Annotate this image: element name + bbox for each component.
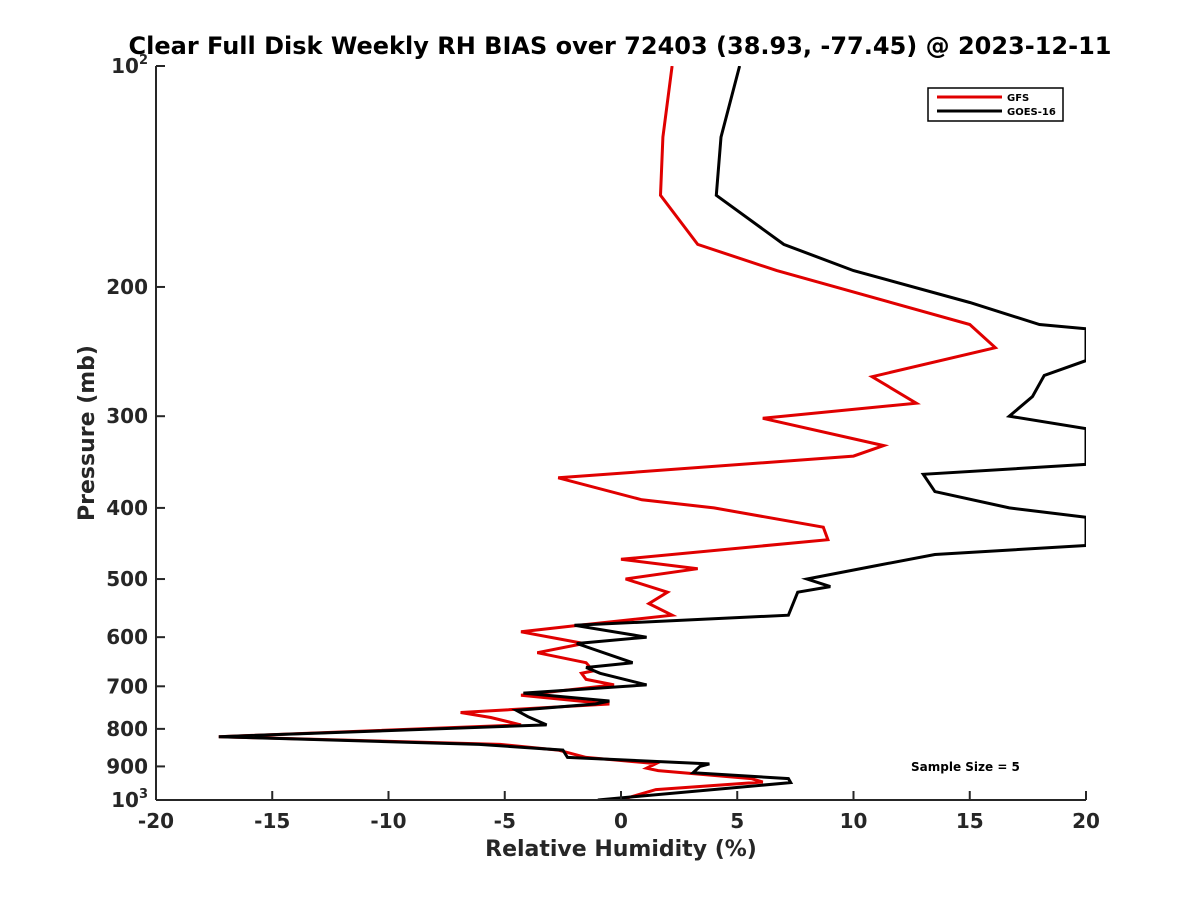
x-tick-label: -5 bbox=[494, 809, 516, 833]
y-tick-label: 103 bbox=[111, 787, 148, 812]
y-tick-label: 400 bbox=[106, 496, 148, 520]
x-tick-label: 10 bbox=[840, 809, 868, 833]
y-tick-label: 800 bbox=[106, 717, 148, 741]
legend-label-gfs: GFS bbox=[1007, 93, 1029, 104]
y-tick-label: 700 bbox=[106, 674, 148, 698]
y-tick-label: 600 bbox=[106, 625, 148, 649]
chart-title: Clear Full Disk Weekly RH BIAS over 7240… bbox=[129, 32, 1112, 60]
x-tick-label: -20 bbox=[138, 809, 174, 833]
y-tick-label: 500 bbox=[106, 567, 148, 591]
x-axis-label: Relative Humidity (%) bbox=[485, 837, 757, 862]
y-tick-label: 200 bbox=[106, 275, 148, 299]
plot-area: -20 -15 -10 -5 0 5 10 15 20 102 200 300 400 500 600 70… bbox=[106, 53, 1100, 833]
y-axis-label: Pressure (mb) bbox=[75, 345, 100, 521]
x-tick-label: -15 bbox=[254, 809, 290, 833]
series-line-goes-16 bbox=[218, 66, 1086, 800]
legend-box bbox=[927, 87, 1064, 122]
legend-label-goes-16: GOES-16 bbox=[1007, 107, 1056, 118]
x-tick-label: -10 bbox=[370, 809, 406, 833]
y-tick-label: 300 bbox=[106, 404, 148, 428]
x-tick-label: 0 bbox=[614, 809, 628, 833]
legend: GFS GOES-16 bbox=[927, 87, 1064, 122]
x-tick-label: 5 bbox=[730, 809, 744, 833]
x-axis-ticks: -20 -15 -10 -5 0 5 10 15 20 bbox=[138, 791, 1100, 833]
y-axis-ticks: 102 200 300 400 500 600 700 800 900 103 bbox=[106, 53, 165, 812]
y-tick-label: 900 bbox=[106, 754, 148, 778]
x-tick-label: 20 bbox=[1072, 809, 1100, 833]
y-tick-label: 102 bbox=[111, 53, 148, 78]
x-tick-label: 15 bbox=[956, 809, 984, 833]
sample-size-annotation: Sample Size = 5 bbox=[911, 760, 1020, 774]
series-layer bbox=[218, 66, 1086, 800]
